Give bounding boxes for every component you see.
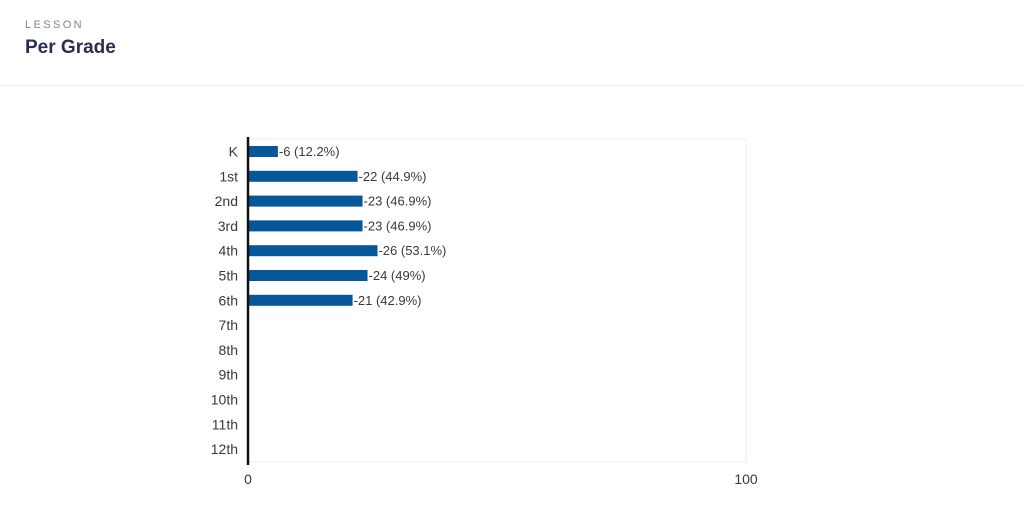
bar (248, 146, 278, 157)
data-label: -6 (12.2%) (279, 144, 340, 159)
y-tick-label: 2nd (215, 193, 238, 209)
bar (248, 245, 378, 257)
y-tick-label: 5th (219, 268, 238, 284)
y-tick-label: 9th (219, 367, 238, 383)
bar (248, 195, 363, 207)
data-label: -22 (44.9%) (359, 169, 427, 184)
y-tick-label: 11th (212, 416, 238, 432)
y-tick-label: 7th (219, 317, 238, 333)
data-label: -23 (46.9%) (364, 194, 432, 209)
x-tick-label: 0 (244, 471, 252, 487)
data-label: -24 (49%) (369, 268, 426, 283)
y-tick-label: 4th (219, 243, 238, 259)
page-header: LESSON Per Grade (0, 0, 1024, 86)
y-tick-label: 10th (211, 392, 238, 408)
y-tick-label: K (229, 144, 239, 160)
data-label: -26 (53.1%) (378, 243, 446, 258)
bar (248, 294, 353, 306)
data-label: -21 (42.9%) (354, 293, 422, 308)
y-tick-label: 3rd (218, 218, 238, 234)
bar (248, 270, 368, 281)
y-tick-label: 1st (219, 168, 238, 184)
data-label: -23 (46.9%) (364, 218, 432, 233)
section-kicker: LESSON (25, 19, 85, 31)
bar (248, 220, 363, 232)
x-tick-label: 100 (734, 471, 758, 487)
page-title: Per Grade (25, 37, 116, 58)
bar (248, 170, 358, 182)
y-tick-label: 12th (211, 441, 238, 457)
y-tick-label: 8th (219, 342, 238, 358)
y-tick-label: 6th (219, 292, 238, 308)
